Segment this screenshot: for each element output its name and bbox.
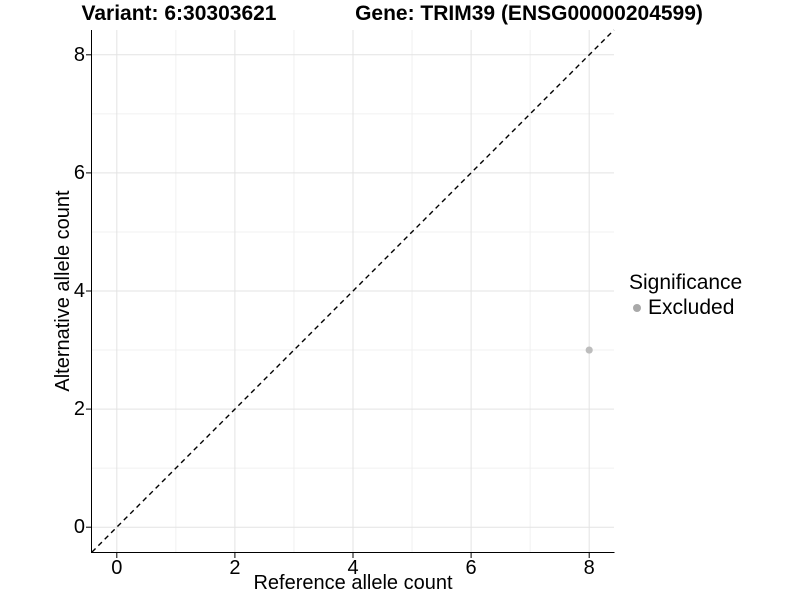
x-tick-label: 2 (229, 557, 241, 579)
y-tick-label: 0 (73, 516, 85, 539)
x-tick-label: 0 (111, 557, 123, 579)
x-tick-label: 4 (347, 557, 359, 579)
y-tick-label: 6 (73, 161, 85, 184)
x-axis-title: Reference allele count (253, 572, 453, 594)
plot-title-gene: Gene: TRIM39 (ENSG00000204599) (355, 2, 703, 25)
legend-title: Significance (629, 271, 743, 294)
y-tick-label: 4 (73, 280, 85, 302)
y-tick-label: 2 (73, 398, 85, 421)
y-tick-label: 8 (73, 43, 85, 66)
legend-item-excluded: Excluded (629, 297, 742, 319)
data-point (585, 346, 593, 354)
x-tick-label: 8 (583, 557, 595, 579)
identity-dashed-line (91, 29, 615, 553)
legend-item-label: Excluded (648, 296, 735, 319)
plot-title-variant: Variant: 6:30303621 (81, 2, 277, 25)
x-tick-label: 6 (465, 557, 477, 579)
legend-dot-icon (633, 304, 641, 312)
legend: Significance Excluded (629, 271, 742, 319)
